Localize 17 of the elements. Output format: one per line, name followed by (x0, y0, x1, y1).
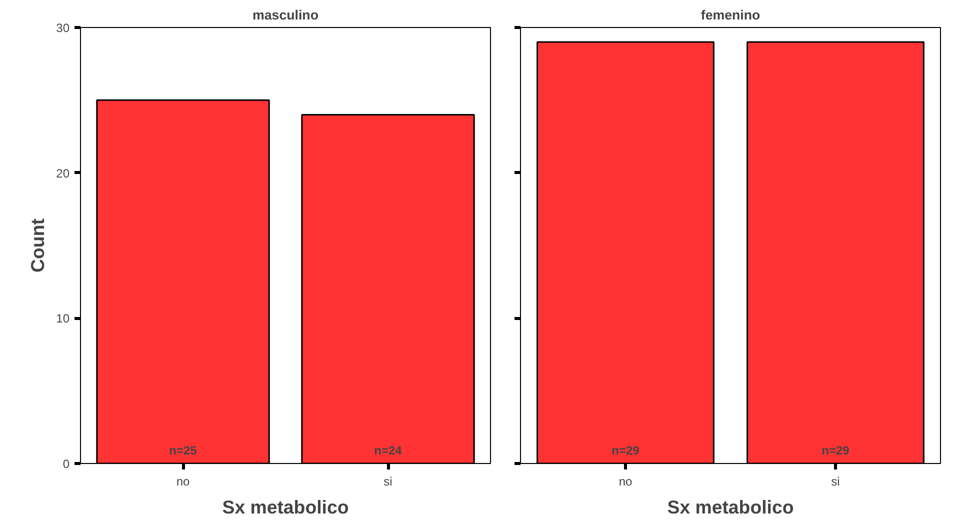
chart-title: masculino (252, 8, 318, 22)
data-label: n=24 (374, 444, 402, 458)
y-tick-label: 30 (56, 21, 70, 35)
x-tick-label: si (384, 474, 392, 488)
chart-title: femenino (700, 8, 760, 22)
y-tick-label: 0 (62, 457, 70, 471)
y-tick-label: 20 (56, 166, 70, 180)
x-tick-label: no (618, 474, 632, 488)
y-tick-label: 10 (56, 312, 70, 326)
x-axis-title: Sx metabolico (667, 496, 794, 518)
x-axis-title: Sx metabolico (222, 496, 349, 518)
x-tick-label: si (831, 474, 840, 488)
y-axis-title: Count (27, 218, 48, 272)
data-label: n=29 (822, 444, 850, 458)
x-tick-label: no (176, 474, 190, 488)
data-label: n=25 (169, 444, 198, 458)
data-label: n=29 (612, 444, 640, 458)
